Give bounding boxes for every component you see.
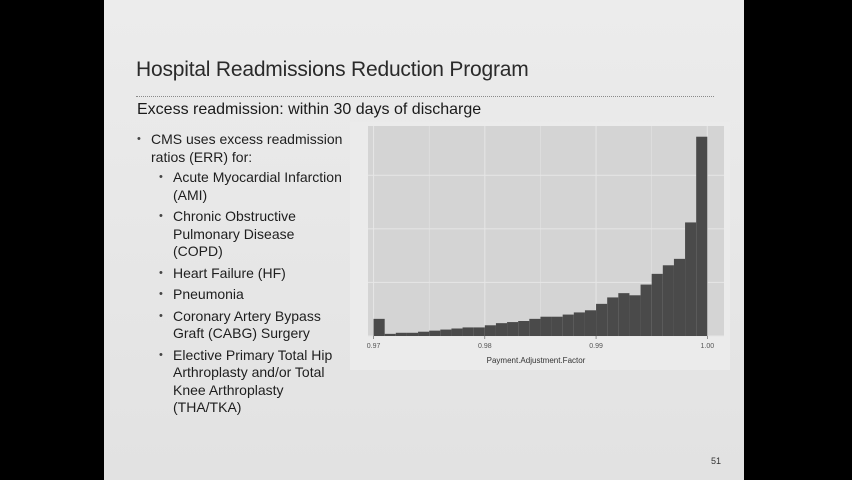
histogram-bar: [584, 310, 597, 336]
x-tick-label: 1.00: [701, 343, 715, 350]
histogram-bar: [406, 332, 419, 336]
histogram-bar: [395, 332, 407, 336]
histogram-bar: [673, 258, 686, 336]
histogram-bar: [573, 312, 585, 336]
x-tick-label: 0.99: [589, 343, 603, 350]
histogram-bar: [562, 314, 574, 336]
x-axis-ticks: 0.97 0.98 0.99 1.00: [367, 336, 714, 350]
histogram-bar: [640, 284, 652, 336]
histogram-bar: [651, 273, 663, 336]
histogram-bar: [696, 136, 708, 336]
histogram-bar: [373, 318, 385, 336]
bullet-list: CMS uses excess readmission ratios (ERR)…: [137, 131, 347, 421]
histogram-bar: [529, 318, 541, 336]
histogram-bar: [662, 265, 674, 336]
histogram-bar: [551, 316, 563, 336]
sub-bullet-text: Elective Primary Total Hip Arthroplasty …: [173, 346, 333, 416]
histogram-bar: [473, 327, 485, 336]
x-axis-label: Payment.Adjustment.Factor: [487, 356, 586, 365]
slide-number: 51: [711, 456, 722, 466]
histogram-bar: [607, 297, 619, 336]
sub-bullet-text: Acute Myocardial Infarction (AMI): [173, 169, 342, 203]
sub-bullet: Coronary Artery Bypass Graft (CABG) Surg…: [159, 308, 347, 343]
histogram-bar: [384, 333, 396, 336]
x-tick-label: 0.97: [367, 343, 381, 350]
histogram-bar: [596, 303, 608, 336]
main-bullet-text: CMS uses excess readmission ratios (ERR)…: [151, 131, 343, 165]
sub-bullet-list: Acute Myocardial Infarction (AMI) Chroni…: [137, 169, 347, 417]
histogram-bar: [629, 295, 641, 336]
slide-subtitle: Excess readmission: within 30 days of di…: [137, 101, 482, 118]
sub-bullet: Elective Primary Total Hip Arthroplasty …: [159, 347, 347, 417]
histogram-bar: [685, 222, 697, 336]
histogram-chart: 0.97 0.98 0.99 1.00 Payment.Adjustment.Fact…: [350, 122, 730, 370]
histogram-bar: [495, 323, 508, 336]
histogram-bars: [373, 136, 708, 336]
histogram-bar: [429, 330, 441, 336]
sub-bullet: Acute Myocardial Infarction (AMI): [159, 169, 347, 204]
histogram-bar: [618, 293, 630, 336]
main-bullet: CMS uses excess readmission ratios (ERR)…: [137, 131, 347, 166]
histogram-bar: [462, 327, 474, 336]
histogram-bar: [484, 325, 496, 336]
histogram-bar: [518, 321, 530, 336]
x-tick-label: 0.98: [478, 343, 492, 350]
histogram-bar: [451, 328, 463, 336]
sub-bullet-text: Coronary Artery Bypass Graft (CABG) Surg…: [173, 307, 321, 342]
histogram-bar: [440, 329, 452, 336]
sub-bullet-text: Heart Failure (HF): [173, 264, 286, 281]
title-divider: [136, 96, 714, 97]
histogram-bar: [507, 322, 519, 336]
slide: Hospital Readmissions Reduction Program …: [104, 0, 744, 480]
sub-bullet: Chronic Obstructive Pulmonary Disease (C…: [159, 208, 347, 261]
sub-bullet-text: Pneumonia: [173, 286, 244, 302]
histogram-bar: [540, 316, 552, 336]
sub-bullet: Heart Failure (HF): [159, 265, 347, 283]
slide-title: Hospital Readmissions Reduction Program: [136, 58, 529, 81]
sub-bullet-text: Chronic Obstructive Pulmonary Disease (C…: [173, 208, 296, 259]
histogram-bar: [418, 331, 430, 336]
sub-bullet: Pneumonia: [159, 286, 347, 304]
